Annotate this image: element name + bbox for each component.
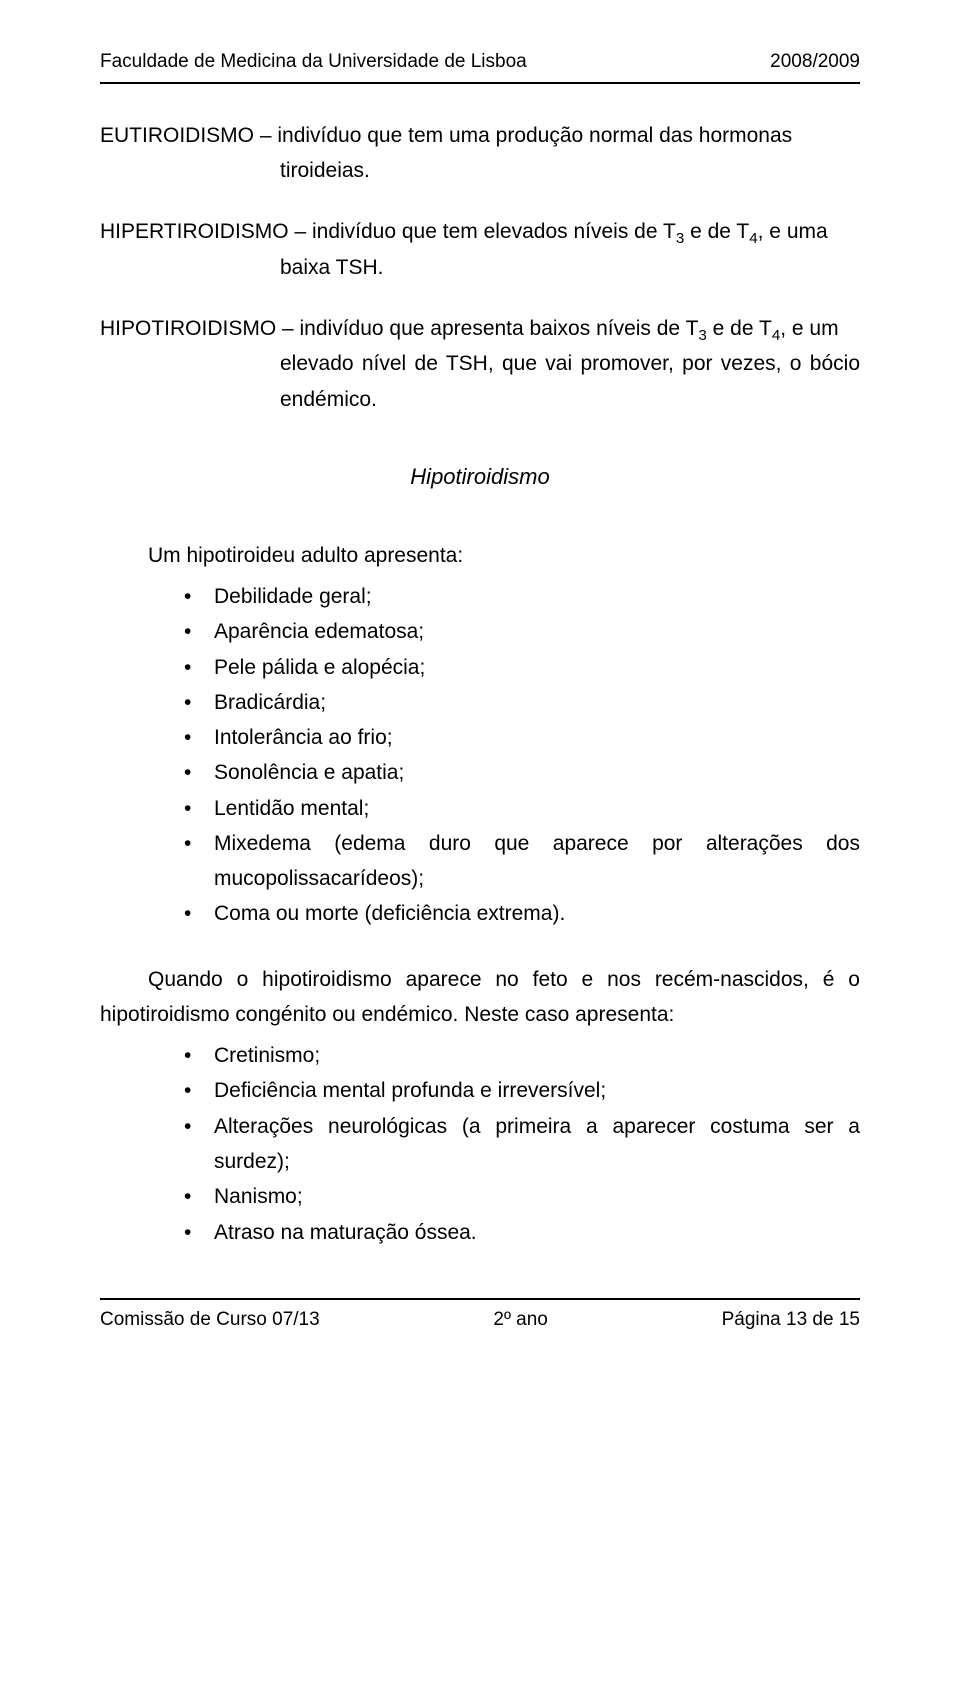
- footer-right: Página 13 de 15: [722, 1304, 860, 1336]
- header-right: 2008/2009: [770, 46, 860, 78]
- list-item: Coma ou morte (deficiência extrema).: [184, 896, 860, 931]
- definition-hipertiroidismo: HIPERTIROIDISMO – indivíduo que tem elev…: [100, 214, 860, 285]
- sub3: 3: [676, 231, 684, 248]
- def-eu-line1: EUTIROIDISMO – indivíduo que tem uma pro…: [100, 118, 860, 153]
- list-item: Aparência edematosa;: [184, 614, 860, 649]
- list-item: Nanismo;: [184, 1179, 860, 1214]
- list-item: Cretinismo;: [184, 1038, 860, 1073]
- list-item: Deficiência mental profunda e irreversív…: [184, 1073, 860, 1108]
- sub3b: 3: [698, 327, 706, 344]
- def-hipo-l1c: , e um: [780, 317, 838, 340]
- def-hipo-line2: elevado nível de TSH, que vai promover, …: [100, 346, 860, 417]
- header-left: Faculdade de Medicina da Universidade de…: [100, 46, 527, 78]
- def-eu-line2: tiroideias.: [100, 153, 860, 188]
- list-congenital-symptoms: Cretinismo; Deficiência mental profunda …: [100, 1038, 860, 1250]
- list-item: Bradicárdia;: [184, 685, 860, 720]
- def-hipo-l1b: e de T: [707, 317, 772, 340]
- list-item: Debilidade geral;: [184, 579, 860, 614]
- list-item: Lentidão mental;: [184, 791, 860, 826]
- header-rule: [100, 82, 860, 84]
- footer-center: 2º ano: [493, 1304, 548, 1336]
- list-adult-symptoms: Debilidade geral; Aparência edematosa; P…: [100, 579, 860, 932]
- paragraph-congenital-intro: Quando o hipotiroidismo aparece no feto …: [100, 962, 860, 1033]
- sub4b: 4: [772, 327, 780, 344]
- def-hiper-line2: baixa TSH.: [100, 250, 860, 285]
- def-hiper-l1a: HIPERTIROIDISMO – indivíduo que tem elev…: [100, 220, 676, 243]
- list-item: Intolerância ao frio;: [184, 720, 860, 755]
- page-header: Faculdade de Medicina da Universidade de…: [100, 46, 860, 78]
- paragraph-adult-intro: Um hipotiroideu adulto apresenta:: [100, 538, 860, 573]
- footer-left: Comissão de Curso 07/13: [100, 1304, 320, 1336]
- list-item: Pele pálida e alopécia;: [184, 650, 860, 685]
- list-item: Atraso na maturação óssea.: [184, 1215, 860, 1250]
- page-footer: Comissão de Curso 07/13 2º ano Página 13…: [100, 1304, 860, 1336]
- def-hiper-l1c: , e uma: [758, 220, 828, 243]
- list-item: Sonolência e apatia;: [184, 755, 860, 790]
- def-hipo-l1a: HIPOTIROIDISMO – indivíduo que apresenta…: [100, 317, 698, 340]
- def-hipo-line1: HIPOTIROIDISMO – indivíduo que apresenta…: [100, 311, 860, 346]
- definition-hipotiroidismo: HIPOTIROIDISMO – indivíduo que apresenta…: [100, 311, 860, 417]
- def-hiper-line1: HIPERTIROIDISMO – indivíduo que tem elev…: [100, 214, 860, 249]
- definition-eutiroidismo: EUTIROIDISMO – indivíduo que tem uma pro…: [100, 118, 860, 189]
- section-title: Hipotiroidismo: [100, 459, 860, 496]
- list-item: Alterações neurológicas (a primeira a ap…: [184, 1109, 860, 1180]
- sub4: 4: [749, 231, 757, 248]
- list-item: Mixedema (edema duro que aparece por alt…: [184, 826, 860, 897]
- footer-rule: [100, 1298, 860, 1300]
- def-hiper-l1b: e de T: [684, 220, 749, 243]
